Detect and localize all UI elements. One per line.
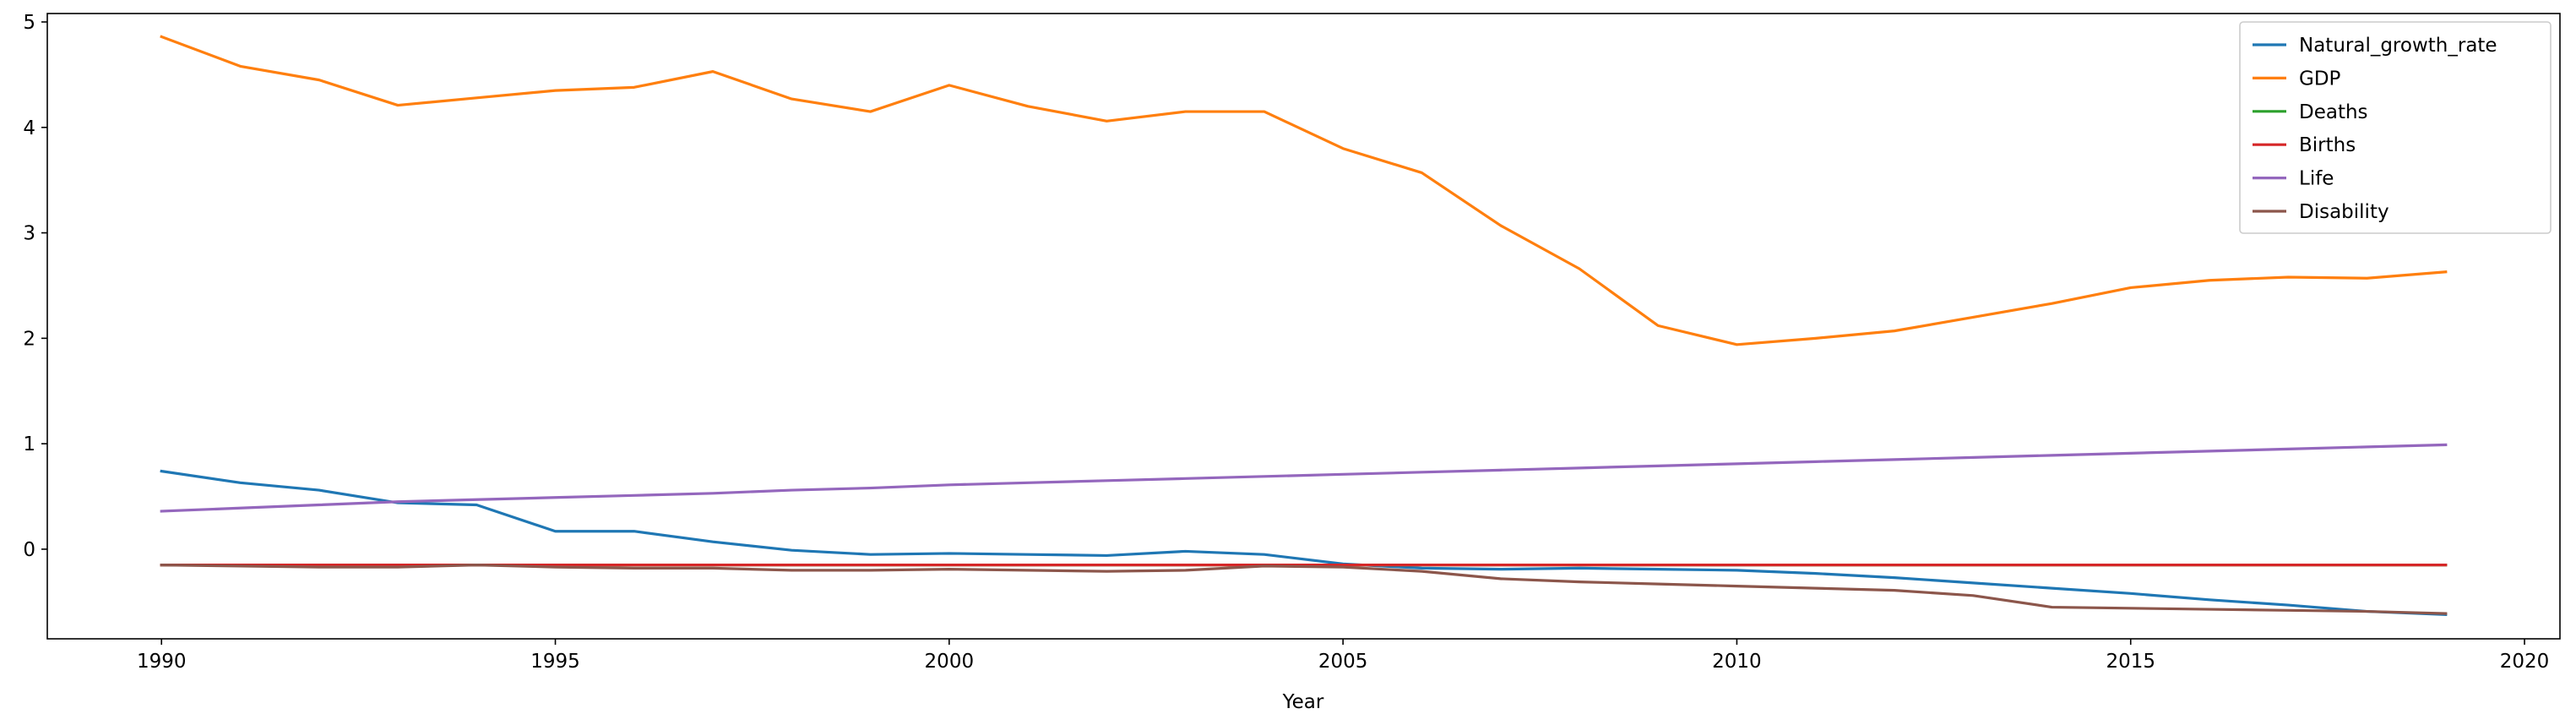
series-line-disability (160, 564, 2448, 615)
x-tick-label: 2015 (2106, 651, 2155, 673)
series-line-gdp (160, 35, 2448, 346)
x-tick-label: 1995 (530, 651, 580, 673)
x-tick-label: 2005 (1318, 651, 1368, 673)
legend: Natural_growth_rate GDP Deaths Births Life Di… (2239, 21, 2552, 234)
legend-label: Births (2299, 134, 2356, 156)
y-tick-label: 0 (23, 539, 35, 561)
y-tick-label: 4 (23, 117, 35, 139)
y-tick-label: 1 (23, 433, 35, 455)
x-tick-label: 2020 (2500, 651, 2550, 673)
x-axis-ticks: 1990 1995 2000 2005 2010 2015 2020 (137, 639, 2549, 673)
legend-label: Life (2299, 168, 2334, 190)
series-lines (160, 35, 2448, 616)
legend-label: GDP (2299, 68, 2341, 90)
y-tick-label: 5 (23, 12, 35, 34)
series-line-natural-growth-rate (160, 469, 2448, 616)
x-tick-label: 2000 (925, 651, 975, 673)
legend-box (2239, 21, 2552, 234)
legend-label: Natural_growth_rate (2299, 35, 2497, 57)
series-line-life (160, 443, 2448, 513)
x-tick-label: 1990 (137, 651, 187, 673)
plot-area-frame (46, 13, 2561, 640)
y-tick-label: 3 (23, 223, 35, 245)
y-tick-label: 2 (23, 328, 35, 350)
legend-label: Disability (2299, 201, 2389, 223)
y-axis-ticks: 0 1 2 3 4 5 (23, 12, 47, 561)
x-axis-label: Year (1282, 691, 1324, 713)
legend-label: Deaths (2299, 101, 2368, 123)
x-tick-label: 2010 (1712, 651, 1762, 673)
